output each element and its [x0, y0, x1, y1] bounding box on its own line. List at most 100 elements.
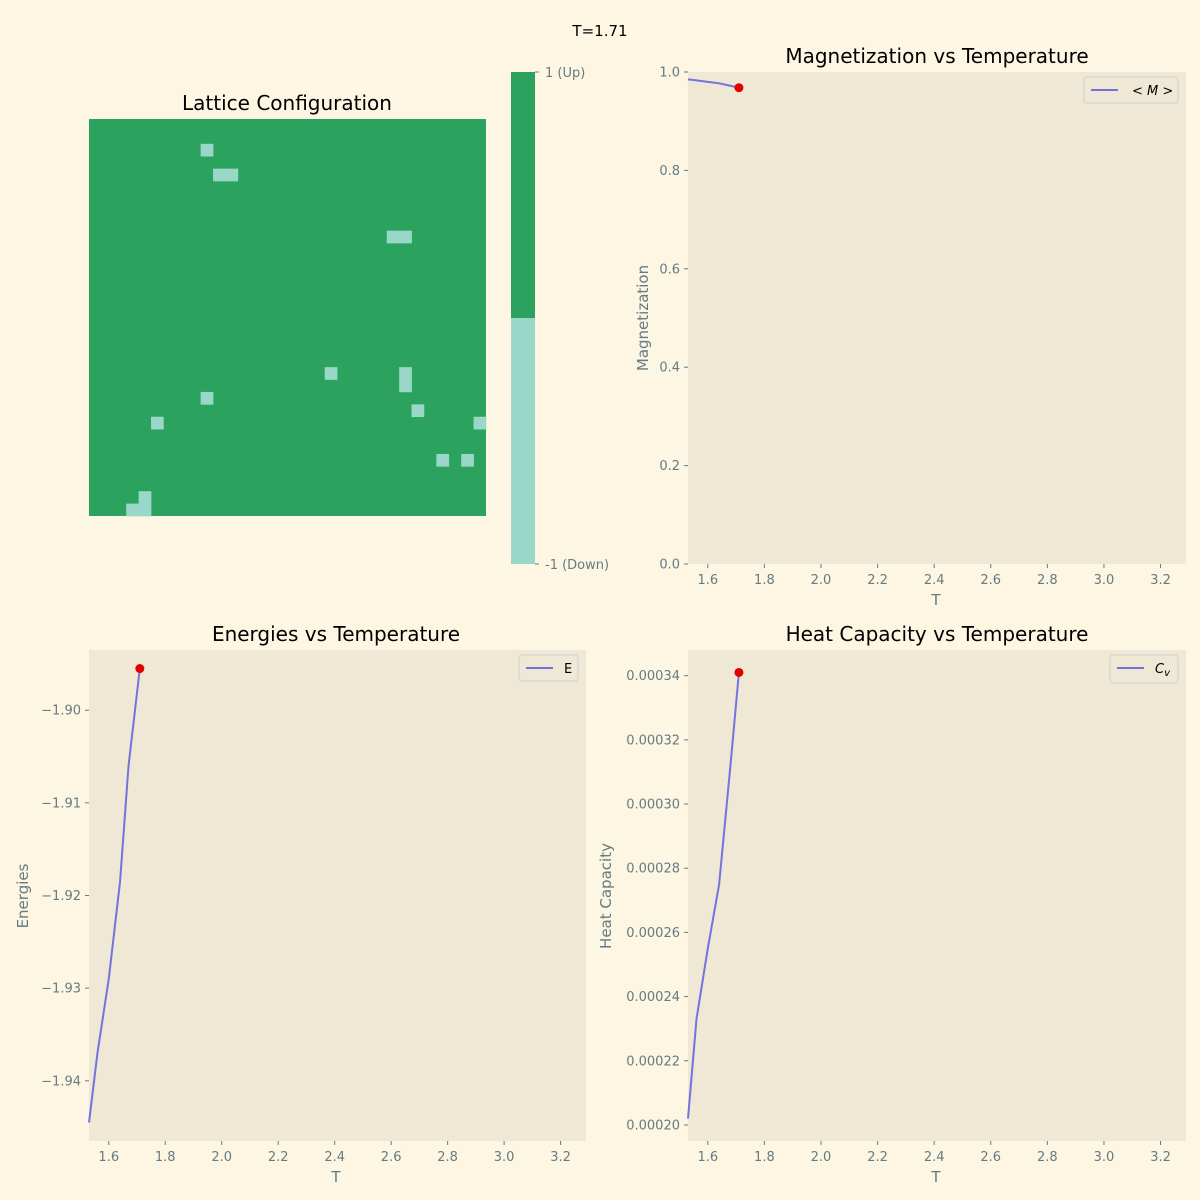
y-tick-label: 0.00024: [626, 990, 680, 1005]
magnetization-xlabel: T: [930, 591, 941, 609]
y-tick-label: 0.2: [659, 459, 680, 474]
heat-capacity-current-point: [734, 667, 744, 677]
y-tick-label: 0.00032: [626, 733, 680, 748]
legend-box: [1083, 76, 1179, 104]
lattice-panel: Lattice Configuration 1 (Up) -1 (Down): [89, 66, 609, 573]
lattice-cell-down: [138, 503, 152, 517]
x-tick-label: 3.0: [1094, 573, 1115, 588]
lattice-cell-down: [411, 404, 425, 418]
y-tick-label: 0.8: [659, 164, 680, 179]
x-tick-label: 2.0: [211, 1150, 232, 1165]
x-tick-label: 2.6: [980, 1150, 1001, 1165]
y-tick-label: 0.00020: [626, 1118, 680, 1133]
lattice-cell-down: [126, 503, 139, 517]
x-tick-label: 1.8: [754, 573, 775, 588]
x-tick-label: 1.6: [98, 1150, 119, 1165]
colorbar-down-segment: [511, 318, 535, 564]
x-tick-label: 1.6: [697, 573, 718, 588]
energies-series-line: [88, 668, 141, 1123]
lattice-cell-down: [138, 491, 152, 504]
x-tick-label: 2.0: [811, 1150, 832, 1165]
lattice-cell-down: [200, 391, 214, 405]
lattice-cell-down: [399, 230, 412, 244]
x-tick-label: 3.2: [550, 1150, 571, 1165]
colorbar-up-segment: [511, 72, 535, 318]
lattice-background-up: [89, 119, 486, 516]
lattice-cell-down: [399, 379, 412, 393]
y-tick-label: 0.00030: [626, 798, 680, 813]
lattice-grid: [89, 119, 487, 517]
colorbar-label-down: -1 (Down): [545, 558, 609, 573]
heat-capacity-panel: Heat Capacity vs Temperature T Heat Capa…: [597, 622, 1186, 1186]
magnetization-legend: < M >: [1083, 76, 1179, 104]
x-tick-label: 2.8: [1037, 573, 1058, 588]
energies-current-point: [135, 664, 145, 674]
legend-label: < M >: [1132, 84, 1173, 99]
x-tick-label: 3.2: [1150, 1150, 1171, 1165]
figure-suptitle: T=1.71: [571, 22, 627, 40]
heat-capacity-series-line: [687, 672, 740, 1119]
y-tick-label: 0.6: [659, 262, 680, 277]
x-tick-label: 2.6: [980, 573, 1001, 588]
y-tick-label: 0.00026: [626, 926, 680, 941]
lattice-cell-down: [473, 416, 487, 430]
x-tick-label: 3.0: [494, 1150, 515, 1165]
lattice-title: Lattice Configuration: [182, 91, 392, 115]
heat-capacity-legend: Cv: [1109, 654, 1179, 684]
x-tick-label: 2.0: [811, 573, 832, 588]
colorbar-label-up: 1 (Up): [545, 66, 585, 81]
x-tick-label: 2.6: [381, 1150, 402, 1165]
energies-ylabel: Energies: [14, 863, 32, 928]
x-tick-label: 3.2: [1150, 573, 1171, 588]
lattice-cell-down: [213, 168, 226, 182]
energies-xlabel: T: [330, 1168, 341, 1186]
heat-capacity-ylabel: Heat Capacity: [597, 843, 615, 949]
x-tick-label: 2.4: [324, 1150, 345, 1165]
heat-capacity-title: Heat Capacity vs Temperature: [786, 622, 1089, 646]
magnetization-series-line: [687, 78, 740, 89]
x-tick-label: 2.4: [924, 573, 945, 588]
energies-title: Energies vs Temperature: [212, 622, 460, 646]
y-tick-label: 0.00028: [626, 862, 680, 877]
legend-label: E: [564, 662, 572, 677]
x-tick-label: 1.6: [697, 1150, 718, 1165]
magnetization-axes-background: [688, 72, 1186, 564]
lattice-cell-down: [324, 367, 338, 380]
magnetization-ylabel: Magnetization: [634, 265, 652, 371]
x-tick-label: 2.2: [867, 573, 888, 588]
energies-panel: Energies vs Temperature T Energies E 1.6…: [14, 622, 586, 1186]
x-tick-label: 2.4: [924, 1150, 945, 1165]
y-tick-label: 1.0: [659, 66, 680, 81]
magnetization-title: Magnetization vs Temperature: [785, 44, 1088, 68]
lattice-cell-down: [461, 453, 474, 467]
magnetization-current-point: [734, 83, 744, 93]
lattice-colorbar: 1 (Up) -1 (Down): [511, 66, 609, 573]
energies-legend: E: [518, 654, 579, 682]
x-tick-label: 2.2: [867, 1150, 888, 1165]
lattice-cell-down: [399, 367, 412, 380]
heat-capacity-xlabel: T: [930, 1168, 941, 1186]
x-tick-label: 3.0: [1094, 1150, 1115, 1165]
y-tick-label: −1.90: [41, 704, 81, 719]
y-tick-label: −1.93: [41, 982, 81, 997]
heat-capacity-axes-background: [688, 650, 1186, 1141]
x-tick-label: 2.2: [268, 1150, 289, 1165]
y-tick-label: 0.00022: [626, 1054, 680, 1069]
x-tick-label: 2.8: [1037, 1150, 1058, 1165]
y-tick-label: 0.00034: [626, 669, 680, 684]
magnetization-panel: Magnetization vs Temperature T Magnetiza…: [634, 44, 1186, 609]
lattice-cell-down: [151, 416, 164, 430]
y-tick-label: 0.0: [659, 558, 680, 573]
lattice-cell-down: [200, 143, 214, 157]
x-tick-label: 1.8: [754, 1150, 775, 1165]
y-tick-label: −1.91: [41, 796, 81, 811]
x-tick-label: 1.8: [155, 1150, 176, 1165]
y-tick-label: −1.94: [41, 1074, 81, 1089]
y-tick-label: −1.92: [41, 889, 81, 904]
lattice-cell-down: [386, 230, 400, 244]
lattice-cell-down: [436, 453, 450, 467]
y-tick-label: 0.4: [659, 361, 680, 376]
lattice-cell-down: [225, 168, 239, 182]
x-tick-label: 2.8: [437, 1150, 458, 1165]
